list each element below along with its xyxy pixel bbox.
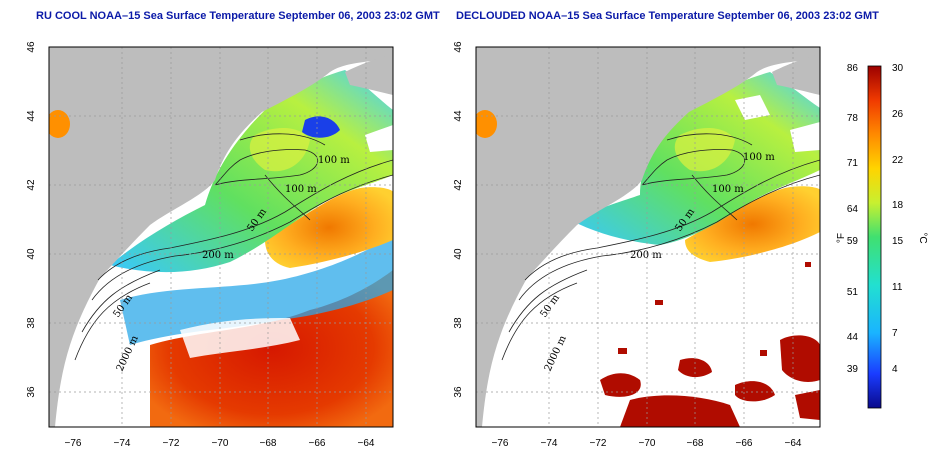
left-cold-patch — [302, 116, 340, 138]
right-lat-tick-4: 40 — [453, 248, 464, 260]
left-contour-label-1: 100 m — [318, 155, 350, 166]
right-lat-tick-2: 44 — [453, 110, 464, 122]
left-lat-tick-5: 38 — [26, 317, 37, 329]
right-graticule — [476, 47, 820, 427]
celsius-tick-4: 18 — [892, 200, 904, 211]
right-map-frame — [475, 46, 821, 428]
left-graticule — [49, 47, 393, 427]
right-lat-tick-1: 46 — [453, 41, 464, 53]
left-lon-tick-2: −74 — [114, 438, 131, 449]
fahrenheit-tick-5: 59 — [847, 236, 859, 247]
right-lon-tick-2: −74 — [541, 438, 558, 449]
right-lat-tick-3: 42 — [453, 179, 464, 191]
left-lat-tick-2: 44 — [26, 110, 37, 122]
left-lon-tick-3: −72 — [163, 438, 180, 449]
fahrenheit-unit-label: °F — [836, 233, 847, 243]
celsius-tick-2: 26 — [892, 109, 904, 120]
left-bathymetry-contours — [74, 133, 393, 361]
celsius-tick-6: 11 — [892, 282, 903, 293]
right-lat-tick-5: 38 — [453, 317, 464, 329]
right-land — [476, 47, 820, 427]
right-map: 100 m 100 m 50 m 200 m 50 m 2000 m −76 −… — [453, 41, 821, 449]
fahrenheit-tick-6: 51 — [847, 287, 859, 298]
celsius-tick-8: 4 — [892, 364, 898, 375]
left-land — [49, 47, 393, 427]
right-contour-label-4: 200 m — [630, 250, 662, 261]
right-slope-water — [685, 186, 820, 262]
left-panel-title: RU COOL NOAA–15 Sea Surface Temperature … — [36, 10, 440, 22]
right-lat-tick-6: 36 — [453, 386, 464, 398]
fahrenheit-tick-8: 39 — [847, 364, 859, 375]
left-contour-label-2: 100 m — [285, 184, 317, 195]
right-lon-tick-1: −76 — [492, 438, 509, 449]
left-lat-tick-3: 42 — [26, 179, 37, 191]
left-lon-tick-1: −76 — [65, 438, 82, 449]
right-lon-tick-7: −64 — [785, 438, 802, 449]
celsius-tick-3: 22 — [892, 155, 904, 166]
right-lon-tick-5: −68 — [687, 438, 704, 449]
left-slope-water — [265, 187, 393, 268]
right-contour-label-1: 100 m — [743, 152, 775, 163]
left-contour-label-4: 200 m — [202, 250, 234, 261]
fahrenheit-tick-3: 71 — [847, 158, 859, 169]
left-lon-tick-6: −66 — [309, 438, 326, 449]
right-lon-tick-4: −70 — [639, 438, 656, 449]
left-lon-tick-4: −70 — [212, 438, 229, 449]
right-bathymetry-contours — [501, 133, 820, 361]
left-map-frame — [48, 46, 394, 428]
right-contour-label-2: 100 m — [712, 184, 744, 195]
celsius-tick-1: 30 — [892, 63, 904, 74]
left-lat-tick-4: 40 — [26, 248, 37, 260]
left-lat-tick-1: 46 — [26, 41, 37, 53]
right-lon-tick-6: −66 — [736, 438, 753, 449]
right-panel-title: DECLOUDED NOAA–15 Sea Surface Temperatur… — [456, 10, 879, 22]
colorbar: 86 78 71 64 59 51 44 39 30 26 22 18 15 1… — [836, 63, 928, 409]
fahrenheit-tick-7: 44 — [847, 332, 859, 343]
fahrenheit-tick-4: 64 — [847, 204, 859, 215]
left-lon-tick-7: −64 — [358, 438, 375, 449]
right-warm-patches — [600, 262, 820, 427]
celsius-unit-label: °C — [917, 232, 928, 243]
colorbar-scale — [867, 65, 882, 409]
fahrenheit-tick-2: 78 — [847, 113, 859, 124]
left-map: 100 m 100 m 50 m 200 m 50 m 2000 m −76 −… — [26, 41, 394, 449]
fahrenheit-tick-1: 86 — [847, 63, 859, 74]
left-cloud-contaminated-band — [120, 235, 393, 345]
right-lon-tick-3: −72 — [590, 438, 607, 449]
celsius-tick-7: 7 — [892, 328, 898, 339]
celsius-tick-5: 15 — [892, 236, 904, 247]
left-lon-tick-5: −68 — [260, 438, 277, 449]
left-lat-tick-6: 36 — [26, 386, 37, 398]
